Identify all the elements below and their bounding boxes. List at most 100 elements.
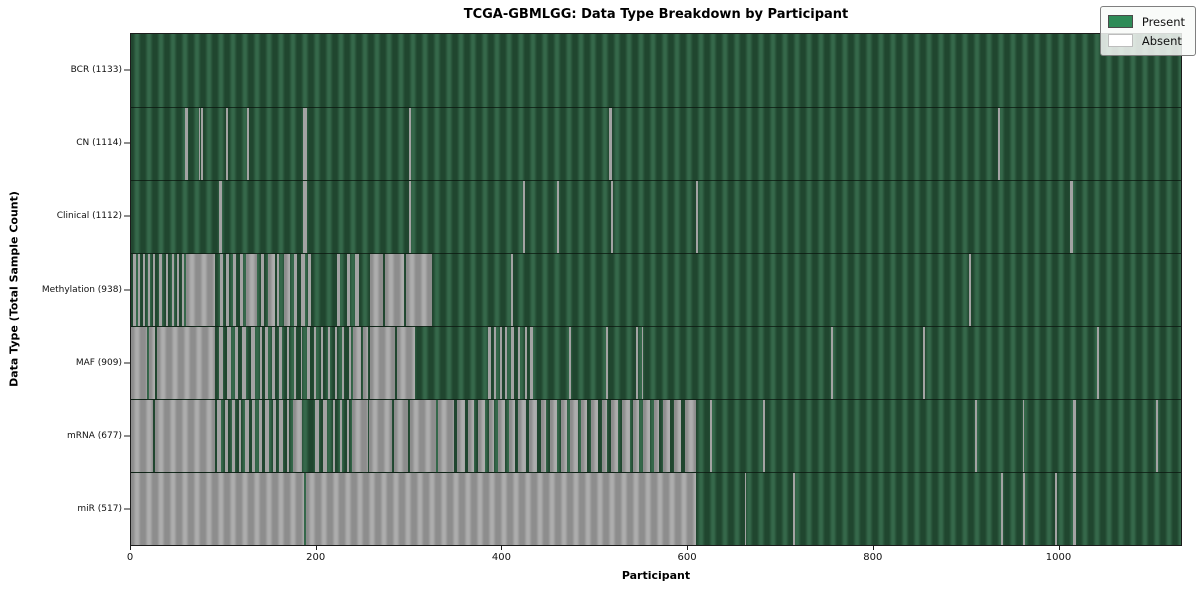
absent-run-maf [342, 327, 345, 399]
absent-run-mrna [1155, 400, 1158, 472]
absent-run-methylation [268, 254, 275, 326]
absent-run-maf [242, 327, 246, 399]
absent-run-mrna [340, 400, 343, 472]
absent-run-maf [569, 327, 572, 399]
chart-title: TCGA-GBMLGG: Data Type Breakdown by Part… [463, 7, 849, 22]
absent-run-mrna [394, 400, 409, 472]
absent-run-maf [156, 327, 216, 399]
absent-run-mir [306, 473, 697, 545]
absent-run-maf [259, 327, 262, 399]
x-tick-mark [501, 546, 503, 550]
absent-run-maf [314, 327, 317, 399]
x-tick-mark [130, 546, 131, 550]
absent-run-maf [271, 327, 275, 399]
y-tick-label-cn: CN (1114) [76, 137, 122, 148]
absent-run-mrna [437, 400, 454, 472]
absent-run-mrna [581, 400, 587, 472]
legend-label-absent: Absent [1141, 33, 1182, 48]
absent-run-mrna [611, 400, 619, 472]
absent-run-clinical [219, 181, 222, 253]
absent-run-mrna [217, 400, 221, 472]
absent-run-maf [334, 327, 337, 399]
absent-run-cn [198, 108, 201, 180]
absent-run-maf [234, 327, 238, 399]
absent-run-methylation [153, 254, 156, 326]
absent-run-methylation [143, 254, 145, 326]
absent-run-mir [131, 473, 305, 545]
absent-run-mrna [238, 400, 242, 472]
absent-run-mrna [272, 400, 276, 472]
absent-run-methylation [219, 254, 223, 326]
absent-run-maf [518, 327, 521, 399]
y-tick-mark [124, 289, 130, 290]
absent-run-methylation [355, 254, 359, 326]
absent-run-methylation [132, 254, 136, 326]
absent-run-cn [997, 108, 1001, 180]
absent-run-maf [294, 327, 296, 399]
absent-run-mrna [322, 400, 327, 472]
absent-run-methylation [277, 254, 280, 326]
absent-run-mrna [590, 400, 599, 472]
absent-run-maf [487, 327, 491, 399]
x-tick-label-600: 600 [677, 552, 697, 563]
absent-run-mrna [155, 400, 216, 472]
absent-run-mrna [409, 400, 436, 472]
y-tick-mark [124, 362, 130, 364]
absent-run-mrna [497, 400, 506, 472]
absent-run-mrna [232, 400, 235, 472]
absent-run-maf [830, 327, 833, 399]
absent-run-methylation [240, 254, 244, 326]
absent-run-cn [409, 108, 411, 180]
absent-run-methylation [370, 254, 384, 326]
absent-run-cn [226, 108, 229, 180]
y-tick-label-bcr: BCR (1133) [70, 64, 122, 75]
absent-run-clinical [557, 181, 560, 253]
absent-run-methylation [181, 254, 184, 326]
x-axis-label: Participant [621, 569, 691, 582]
y-tick-label-clinical: Clinical (1112) [56, 211, 122, 222]
absent-run-mrna [622, 400, 630, 472]
absent-run-mrna [561, 400, 567, 472]
absent-run-clinical [611, 181, 613, 253]
absent-run-maf [286, 327, 290, 399]
y-tick-mark [124, 142, 130, 144]
absent-run-mrna [653, 400, 660, 472]
absent-run-methylation [294, 254, 297, 326]
absent-run-maf [348, 327, 351, 399]
y-tick-mark [124, 69, 130, 71]
absent-run-mrna [131, 400, 154, 472]
absent-run-methylation [346, 254, 350, 326]
absent-run-maf [530, 327, 534, 399]
absent-run-maf [219, 327, 223, 399]
y-tick-labels: BCR (1133) CN (1114) Clinical (1112) Methyl… [0, 33, 122, 546]
absent-run-maf [396, 327, 415, 399]
absent-run-maf [494, 327, 497, 399]
row-band-cn [131, 107, 1181, 180]
x-tick-label-1000: 1000 [1045, 552, 1072, 563]
absent-run-mir [1023, 473, 1026, 545]
y-tick-label-mrna: mRNA (677) [67, 431, 122, 442]
absent-run-maf [362, 327, 369, 399]
absent-run-mrna [674, 400, 682, 472]
absent-run-methylation [283, 254, 291, 326]
absent-run-mrna [315, 400, 320, 472]
absent-run-methylation [177, 254, 180, 326]
absent-run-maf [265, 327, 269, 399]
absent-run-mrna [457, 400, 465, 472]
absent-run-mrna [662, 400, 671, 472]
absent-run-maf [606, 327, 609, 399]
absent-run-mrna [477, 400, 485, 472]
absent-run-mrna [570, 400, 578, 472]
absent-run-maf [320, 327, 323, 399]
row-band-mir [131, 472, 1181, 545]
absent-run-maf [279, 327, 283, 399]
absent-run-mir [792, 473, 795, 545]
x-tick-mark [687, 546, 689, 550]
absent-run-cn [184, 108, 188, 180]
absent-run-methylation [185, 254, 216, 326]
absent-run-mrna [346, 400, 349, 472]
y-tick-label-mir: miR (517) [77, 504, 122, 515]
absent-run-mrna [252, 400, 256, 472]
absent-run-cn [609, 108, 612, 180]
